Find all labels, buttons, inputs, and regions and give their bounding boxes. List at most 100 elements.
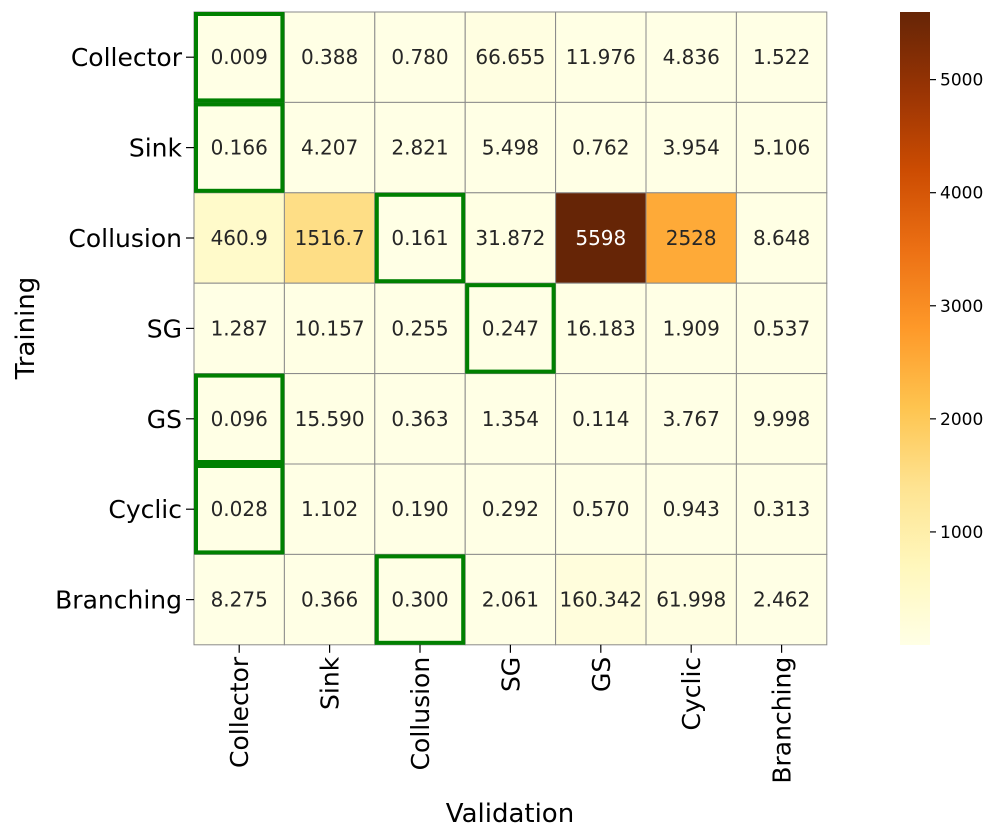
cell-value-label: 0.190 — [391, 497, 448, 521]
highlight-box — [194, 373, 285, 465]
cell-value-label: 4.836 — [663, 45, 720, 69]
heatmap-cell — [193, 282, 285, 375]
heatmap-cell — [193, 11, 285, 103]
cell-value-label: 0.096 — [211, 407, 268, 431]
cell-value-label: 9.998 — [753, 407, 810, 431]
heatmap-cell — [193, 553, 285, 646]
heatmap-cell — [283, 192, 376, 284]
heatmap-cell — [735, 101, 828, 194]
heatmap-cell — [374, 192, 466, 284]
cell-value-label: 0.943 — [663, 497, 720, 521]
heatmap-cell — [555, 192, 647, 284]
highlight-box — [465, 283, 556, 374]
highlight-box — [374, 192, 466, 284]
cell-value-label: 0.366 — [301, 588, 358, 612]
heatmap-cell — [193, 192, 285, 284]
cell-value-label: 5.498 — [482, 136, 539, 160]
cell-value-label: 1.354 — [482, 407, 539, 431]
heatmap-cell — [374, 101, 466, 194]
y-tick-label: SG — [147, 314, 182, 343]
cell-value-label: 0.300 — [391, 588, 448, 612]
y-tick-label: Sink — [129, 134, 183, 163]
cell-annotations: 0.009 0.388 0.780 66.655 11.976 4.836 1.522 0.1… — [211, 45, 811, 611]
x-axis: Collector Sink Collusion SG GS Cyclic Branchin… — [225, 644, 797, 784]
cell-value-label: 2.061 — [482, 588, 539, 612]
cell-value-label: 1.522 — [753, 45, 810, 69]
y-tick-label: Branching — [55, 586, 182, 615]
heatmap-cell — [645, 11, 737, 103]
heatmap-cell — [374, 11, 466, 103]
x-tick-label: Branching — [768, 657, 797, 784]
heatmap-cell — [555, 463, 647, 555]
y-tick-label: Collector — [71, 43, 183, 72]
heatmap-cell — [464, 463, 557, 555]
heatmap-cell — [735, 282, 828, 375]
heatmap-cells — [193, 11, 828, 646]
highlight-boxes — [194, 12, 556, 645]
x-tick-label: Sink — [316, 656, 345, 710]
cell-value-label: 0.255 — [391, 316, 448, 340]
heatmap-cell — [555, 553, 647, 646]
cell-value-label: 4.207 — [301, 136, 358, 160]
cell-value-label: 8.275 — [211, 588, 268, 612]
cell-value-label: 0.166 — [211, 136, 268, 160]
cell-value-label: 5598 — [575, 226, 626, 250]
cell-value-label: 11.976 — [566, 45, 636, 69]
cell-value-label: 0.762 — [572, 136, 629, 160]
colorbar-tick-label: 5000 — [940, 71, 983, 91]
highlight-box — [194, 102, 285, 193]
heatmap-cell — [735, 553, 828, 646]
colorbar-tick-label: 1000 — [940, 523, 983, 543]
highlight-box — [194, 464, 285, 555]
heatmap-cell — [645, 282, 737, 375]
cell-value-label: 1.102 — [301, 497, 358, 521]
x-tick-label: Collector — [225, 656, 254, 768]
heatmap-cell — [555, 11, 647, 103]
heatmap-cell — [464, 282, 557, 375]
heatmap-cell — [645, 101, 737, 194]
cell-value-label: 2.462 — [753, 588, 810, 612]
colorbar: 1000 2000 3000 4000 5000 — [900, 12, 983, 645]
cell-value-label: 0.537 — [753, 316, 810, 340]
y-tick-label: GS — [147, 405, 182, 434]
y-tick-label: Collusion — [68, 224, 182, 253]
cell-value-label: 15.590 — [295, 407, 365, 431]
heatmap-cell — [374, 373, 466, 465]
heatmap-cell — [464, 192, 557, 284]
cell-value-label: 0.247 — [482, 316, 539, 340]
y-axis: Collector Sink Collusion SG GS Cyclic Branchin… — [55, 43, 194, 615]
heatmap-cell — [374, 553, 466, 646]
cell-value-label: 0.292 — [482, 497, 539, 521]
cell-value-label: 61.998 — [656, 588, 726, 612]
y-tick-label: Cyclic — [108, 495, 182, 524]
cell-value-label: 66.655 — [475, 45, 545, 69]
x-axis-title: Validation — [446, 799, 574, 829]
heatmap-cell — [735, 192, 828, 284]
x-tick-label: GS — [587, 657, 616, 692]
cell-value-label: 3.767 — [663, 407, 720, 431]
cell-value-label: 10.157 — [295, 316, 365, 340]
heatmap-cell — [283, 11, 376, 103]
colorbar-tick-label: 2000 — [940, 410, 983, 430]
colorbar-gradient — [900, 12, 930, 645]
highlight-box — [374, 554, 466, 645]
cell-value-label: 0.388 — [301, 45, 358, 69]
cell-value-label: 0.009 — [211, 45, 268, 69]
cell-value-label: 5.106 — [753, 136, 810, 160]
cell-value-label: 0.570 — [572, 497, 629, 521]
heatmap-cell — [735, 463, 828, 555]
cell-value-label: 2.821 — [391, 136, 448, 160]
x-tick-label: Cyclic — [677, 657, 706, 731]
cell-value-label: 0.028 — [211, 497, 268, 521]
x-tick-label: SG — [496, 657, 525, 692]
heatmap-cell — [645, 553, 737, 646]
heatmap-cell — [374, 463, 466, 555]
y-axis-title: Training — [11, 277, 41, 381]
heatmap-cell — [193, 373, 285, 465]
cell-value-label: 3.954 — [663, 136, 720, 160]
heatmap-cell — [464, 11, 557, 103]
cell-value-label: 160.342 — [559, 588, 642, 612]
heatmap-cell — [283, 282, 376, 375]
x-tick-label: Collusion — [406, 657, 435, 771]
colorbar-tick-label: 3000 — [940, 297, 983, 317]
